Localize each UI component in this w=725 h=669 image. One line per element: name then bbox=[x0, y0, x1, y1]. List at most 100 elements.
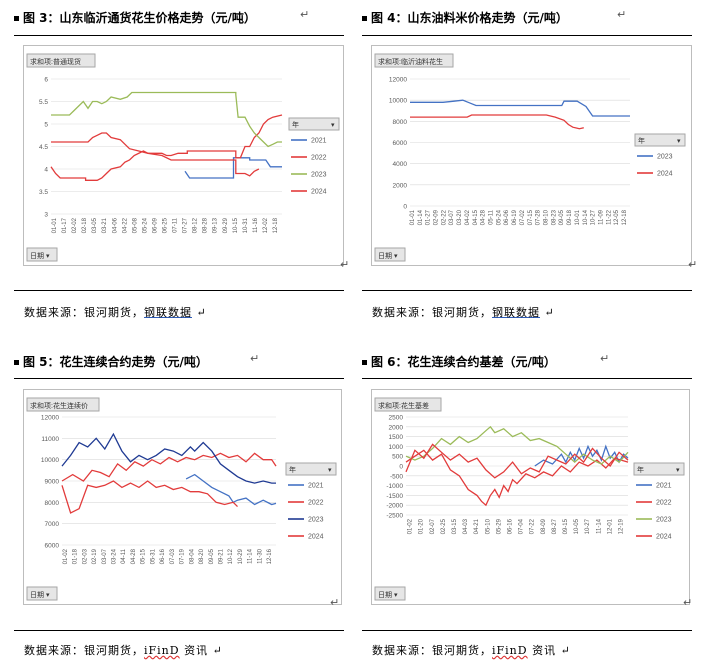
source-link[interactable]: 钢联数据 bbox=[144, 306, 192, 319]
legend-entry: 2023 bbox=[311, 172, 327, 179]
legend-field-button[interactable]: 年 ▾ bbox=[288, 117, 340, 131]
x-tick-label: 04-03 bbox=[463, 518, 469, 534]
field-button-bg[interactable] bbox=[26, 397, 100, 412]
y-tick-label: 1500 bbox=[389, 434, 404, 441]
axis-button-bg[interactable] bbox=[374, 247, 406, 262]
x-tick-label: 07-27 bbox=[183, 217, 189, 233]
figure-5-source: 数据来源：银河期货，iFinD 资讯 ↵ bbox=[24, 644, 223, 657]
chevron-down-icon[interactable]: ▾ bbox=[328, 467, 332, 474]
series-line-2022 bbox=[50, 114, 283, 181]
axis-field-button[interactable]: 日期 ▾ bbox=[374, 247, 406, 262]
legend-field-button[interactable]: 年 ▾ bbox=[634, 133, 686, 147]
field-button[interactable]: 求和项:普通现货 bbox=[26, 53, 96, 68]
x-tick-label: 06-16 bbox=[160, 548, 166, 564]
legend-button-bg[interactable] bbox=[633, 462, 685, 476]
x-tick-label: 08-23 bbox=[551, 209, 557, 225]
chart-6: 求和项:花生基差 日期 ▾ 2500 2000 1500 1000 500 0 -500 -100… bbox=[371, 389, 690, 605]
y-tick-label: 0 bbox=[403, 204, 407, 211]
field-button-label[interactable]: 求和项:临沂油料花生 bbox=[378, 57, 443, 66]
y-tick-label: 6000 bbox=[393, 140, 408, 147]
y-tick-label: 5 bbox=[44, 122, 48, 129]
axis-field-button[interactable]: 日期 ▾ bbox=[26, 586, 58, 601]
chevron-down-icon[interactable]: ▾ bbox=[677, 138, 681, 145]
axis-button-bg[interactable] bbox=[26, 586, 58, 601]
series-line-2024 bbox=[405, 443, 629, 479]
legend-button-bg[interactable] bbox=[634, 133, 686, 147]
field-button-label[interactable]: 求和项:花生连续价 bbox=[30, 401, 88, 410]
legend-entry: 2021 bbox=[308, 483, 324, 490]
field-button[interactable]: 求和项:花生基差 bbox=[374, 397, 442, 412]
source-link[interactable]: iFinD bbox=[144, 644, 180, 657]
field-button-bg[interactable] bbox=[374, 397, 442, 412]
y-tick-label: 7000 bbox=[45, 521, 60, 528]
y-tick-label: -2500 bbox=[386, 513, 403, 520]
field-button-label[interactable]: 求和项:普通现货 bbox=[30, 57, 81, 66]
x-tick-label: 03-20 bbox=[457, 209, 463, 225]
axis-button-label[interactable]: 日期 ▾ bbox=[378, 252, 398, 260]
field-button-bg[interactable] bbox=[26, 53, 96, 68]
source-link[interactable]: iFinD bbox=[492, 644, 528, 657]
x-tick-label: 10-29 bbox=[238, 548, 244, 564]
axis-field-button[interactable]: 日期 ▾ bbox=[374, 586, 406, 601]
field-button[interactable]: 求和项:临沂油料花生 bbox=[374, 53, 454, 68]
legend-field-button[interactable]: 年 ▾ bbox=[633, 462, 685, 476]
x-tick-label: 08-28 bbox=[203, 217, 209, 233]
figure-6-source: 数据来源：银河期货，iFinD 资讯 ↵ bbox=[372, 644, 571, 657]
x-tick-label: 07-15 bbox=[528, 209, 534, 225]
chevron-down-icon[interactable]: ▾ bbox=[331, 122, 335, 129]
x-tick-label: 06-16 bbox=[507, 518, 513, 534]
y-tick-label: 9000 bbox=[45, 479, 60, 486]
axis-button-bg[interactable] bbox=[26, 247, 58, 262]
x-tick-label: 05-31 bbox=[150, 548, 156, 564]
y-tick-label: 5.5 bbox=[39, 99, 48, 106]
axis-button-label[interactable]: 日期 ▾ bbox=[378, 591, 398, 599]
x-tick-label: 12-18 bbox=[273, 217, 279, 233]
x-tick-label: 11-30 bbox=[257, 548, 263, 564]
x-tick-label: 07-28 bbox=[536, 209, 542, 225]
series-line-2023 bbox=[405, 425, 629, 465]
field-button-bg[interactable] bbox=[374, 53, 454, 68]
y-tick-label: 11000 bbox=[41, 436, 59, 443]
y-tick-label: 12000 bbox=[41, 415, 59, 422]
legend-entry: 2022 bbox=[311, 155, 327, 162]
y-tick-label: 2000 bbox=[393, 182, 408, 189]
x-tick-label: 02-09 bbox=[434, 209, 440, 225]
x-tick-label: 07-19 bbox=[180, 548, 186, 564]
legend-button-bg[interactable] bbox=[285, 462, 337, 476]
x-tick-label: 10-15 bbox=[233, 217, 239, 233]
series-line-2022 bbox=[405, 449, 629, 507]
figure-3-title: 图 3：山东临沂通货花生价格走势（元/吨） bbox=[14, 9, 256, 26]
axis-button-label[interactable]: 日期 ▾ bbox=[30, 252, 50, 260]
axis-field-button[interactable]: 日期 ▾ bbox=[26, 247, 58, 262]
legend-title[interactable]: 年 bbox=[289, 465, 296, 474]
x-tick-label: 11-22 bbox=[606, 209, 612, 225]
axis-button-bg[interactable] bbox=[374, 586, 406, 601]
legend-button-bg[interactable] bbox=[288, 117, 340, 131]
legend-entry: 2021 bbox=[311, 138, 327, 145]
x-tick-label: 10-14 bbox=[583, 209, 589, 225]
x-tick-label: 09-29 bbox=[223, 217, 229, 233]
field-button[interactable]: 求和项:花生连续价 bbox=[26, 397, 100, 412]
chevron-down-icon[interactable]: ▾ bbox=[676, 467, 680, 474]
x-tick-label: 09-05 bbox=[209, 548, 215, 564]
x-tick-label: 04-15 bbox=[473, 209, 479, 225]
y-tick-label: 6000 bbox=[45, 543, 60, 550]
field-button-label[interactable]: 求和项:花生基差 bbox=[378, 401, 429, 410]
source-link[interactable]: 钢联数据 bbox=[492, 306, 540, 319]
legend-field-button[interactable]: 年 ▾ bbox=[285, 462, 337, 476]
series-line-2024 bbox=[410, 114, 584, 130]
x-tick-label: 10-01 bbox=[575, 209, 581, 225]
legend-title[interactable]: 年 bbox=[292, 120, 299, 129]
x-tick-label: 10-27 bbox=[585, 518, 591, 534]
legend-title[interactable]: 年 bbox=[638, 136, 645, 145]
y-tick-label: -1500 bbox=[386, 493, 403, 500]
x-tick-label: 11-09 bbox=[599, 209, 605, 225]
legend-title[interactable]: 年 bbox=[637, 465, 644, 474]
series-line-2021 bbox=[184, 157, 282, 179]
x-tick-label: 08-04 bbox=[189, 548, 195, 564]
y-tick-label: 6 bbox=[44, 77, 48, 84]
axis-button-label[interactable]: 日期 ▾ bbox=[30, 591, 50, 599]
